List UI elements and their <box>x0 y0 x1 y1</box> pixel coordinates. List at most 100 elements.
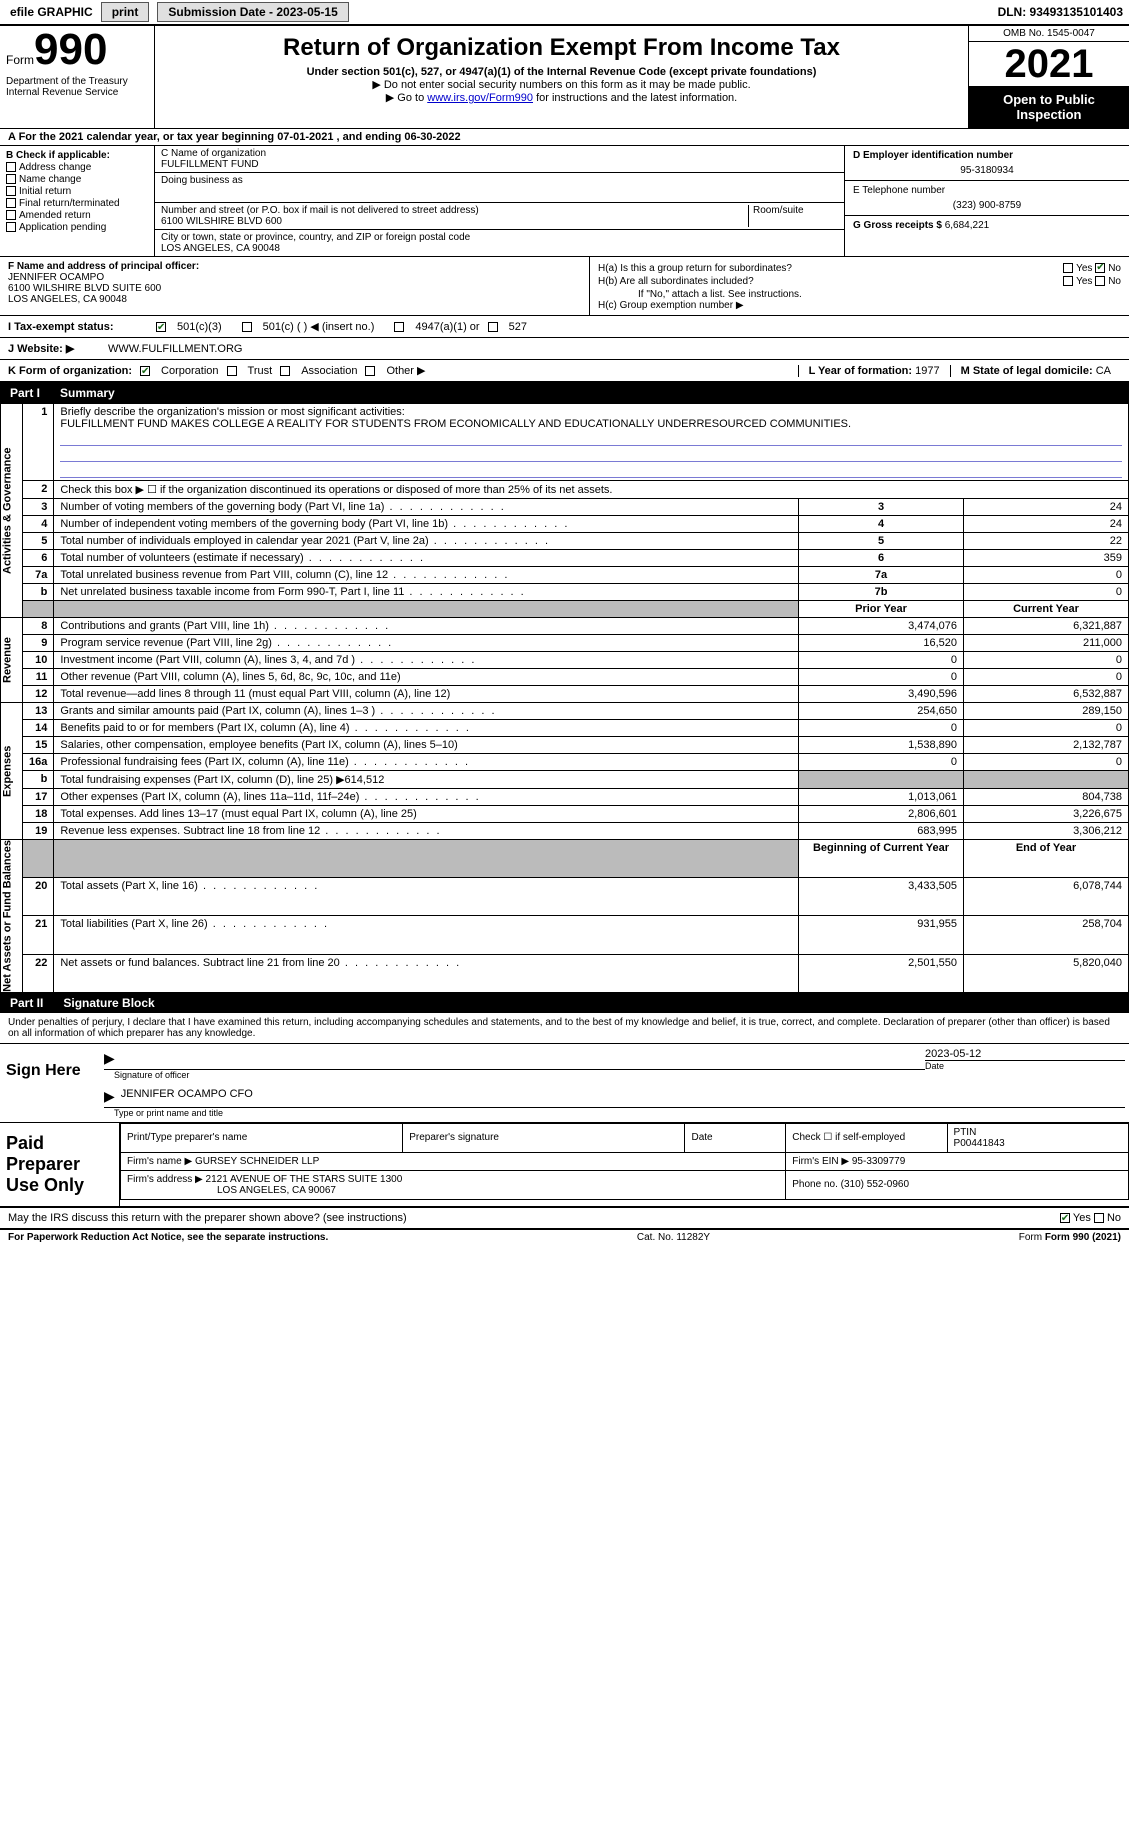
chk-501c[interactable] <box>242 322 252 332</box>
dept-label: Department of the Treasury Internal Reve… <box>6 76 148 98</box>
prep-name-label: Print/Type preparer's name <box>121 1123 403 1152</box>
firm-addr2: LOS ANGELES, CA 90067 <box>127 1185 336 1196</box>
form-subtitle-3: ▶ Go to www.irs.gov/Form990 for instruct… <box>165 91 958 104</box>
officer-name: JENNIFER OCAMPO <box>8 272 581 283</box>
side-expenses: Expenses <box>1 703 23 840</box>
sign-here-label: Sign Here <box>0 1044 90 1122</box>
hdr-boc: Beginning of Current Year <box>799 840 964 878</box>
officer-label: F Name and address of principal officer: <box>8 261 581 272</box>
chk-address-change[interactable]: Address change <box>6 162 148 173</box>
l-value: 1977 <box>915 365 939 377</box>
efile-label: efile GRAPHIC <box>6 5 97 19</box>
chk-527[interactable] <box>488 322 498 332</box>
form-number-box: Form990 Department of the Treasury Inter… <box>0 26 155 128</box>
hb-label: H(b) Are all subordinates included? <box>598 276 754 287</box>
gov-row: 3Number of voting members of the governi… <box>1 499 1129 516</box>
self-employed-check[interactable]: Check ☐ if self-employed <box>786 1123 947 1152</box>
chk-initial-return[interactable]: Initial return <box>6 186 148 197</box>
rev-row: 10Investment income (Part VIII, column (… <box>1 652 1129 669</box>
col-d-ids: D Employer identification number 95-3180… <box>844 146 1129 256</box>
city-state-zip: LOS ANGELES, CA 90048 <box>161 243 838 254</box>
officer-addr2: LOS ANGELES, CA 90048 <box>8 294 581 305</box>
section-klm: K Form of organization: Corporation Trus… <box>0 360 1129 383</box>
prep-sig-label: Preparer's signature <box>403 1123 685 1152</box>
part2-title: Signature Block <box>63 996 154 1010</box>
hdr-eoy: End of Year <box>964 840 1129 878</box>
part2-header: Part II Signature Block <box>0 993 1129 1013</box>
part2-tag: Part II <box>10 996 43 1010</box>
m-label: M State of legal domicile: <box>961 365 1093 377</box>
year-box: OMB No. 1545-0047 2021 Open to Public In… <box>969 26 1129 128</box>
chk-other[interactable] <box>365 366 375 376</box>
ptin-value: P00441843 <box>954 1138 1005 1149</box>
chk-name-change[interactable]: Name change <box>6 174 148 185</box>
na-row: 20Total assets (Part X, line 16)3,433,50… <box>1 878 1129 916</box>
declaration-text: Under penalties of perjury, I declare th… <box>0 1013 1129 1043</box>
date-label: Date <box>925 1061 1125 1071</box>
chk-application-pending[interactable]: Application pending <box>6 222 148 233</box>
ha-answer: Yes No <box>1063 263 1121 274</box>
sig-officer-label: Signature of officer <box>94 1070 925 1080</box>
arrow-icon: ▶ <box>104 1088 115 1105</box>
tax-year: 2021 <box>969 42 1129 86</box>
ein-label: D Employer identification number <box>853 150 1121 161</box>
chk-trust[interactable] <box>227 366 237 376</box>
exp-row: 17Other expenses (Part IX, column (A), l… <box>1 789 1129 806</box>
dba-label: Doing business as <box>161 175 838 186</box>
page-footer: For Paperwork Reduction Act Notice, see … <box>0 1230 1129 1245</box>
side-netassets: Net Assets or Fund Balances <box>1 840 23 993</box>
form-title: Return of Organization Exempt From Incom… <box>165 34 958 62</box>
part1-title: Summary <box>60 386 115 400</box>
col-c-orginfo: C Name of organization FULFILLMENT FUND … <box>155 146 844 256</box>
submission-date-button[interactable]: Submission Date - 2023-05-15 <box>157 2 348 22</box>
gross-value: 6,684,221 <box>945 220 990 231</box>
print-button[interactable]: print <box>101 2 150 22</box>
section-fgh: F Name and address of principal officer:… <box>0 257 1129 316</box>
form-title-box: Return of Organization Exempt From Incom… <box>155 26 969 128</box>
discuss-text: May the IRS discuss this return with the… <box>8 1212 407 1224</box>
rev-row: 11Other revenue (Part VIII, column (A), … <box>1 669 1129 686</box>
cat-number: Cat. No. 11282Y <box>637 1232 710 1243</box>
firm-addr-label: Firm's address ▶ <box>127 1174 203 1185</box>
website-value: WWW.FULFILLMENT.ORG <box>108 343 242 355</box>
chk-4947[interactable] <box>394 322 404 332</box>
paid-prep-label: Paid Preparer Use Only <box>0 1123 120 1206</box>
phone-value: (310) 552-0960 <box>841 1179 909 1190</box>
rev-row: 9Program service revenue (Part VIII, lin… <box>1 635 1129 652</box>
firm-ein-label: Firm's EIN ▶ <box>792 1156 849 1167</box>
chk-501c3[interactable] <box>156 322 166 332</box>
exp-row: 15Salaries, other compensation, employee… <box>1 737 1129 754</box>
chk-corp[interactable] <box>140 366 150 376</box>
chk-final-return[interactable]: Final return/terminated <box>6 198 148 209</box>
form-subtitle-2: ▶ Do not enter social security numbers o… <box>165 78 958 91</box>
side-activities: Activities & Governance <box>1 404 23 618</box>
footer-form: Form 990 (2021) <box>1045 1232 1121 1243</box>
na-row: 21Total liabilities (Part X, line 26)931… <box>1 916 1129 954</box>
col-b-header: B Check if applicable: <box>6 150 148 161</box>
gov-row: 4Number of independent voting members of… <box>1 516 1129 533</box>
k-label: K Form of organization: <box>8 365 132 377</box>
irs-link[interactable]: www.irs.gov/Form990 <box>427 92 533 104</box>
type-print-label: Type or print name and title <box>94 1108 1125 1118</box>
summary-table: Activities & Governance 1 Briefly descri… <box>0 403 1129 993</box>
discuss-no[interactable] <box>1094 1213 1104 1223</box>
hdr-curr: Current Year <box>964 601 1129 618</box>
chk-amended-return[interactable]: Amended return <box>6 210 148 221</box>
gov-row: 7aTotal unrelated business revenue from … <box>1 567 1129 584</box>
omb-number: OMB No. 1545-0047 <box>969 26 1129 42</box>
exp-row: bTotal fundraising expenses (Part IX, co… <box>1 771 1129 789</box>
discuss-yes[interactable] <box>1060 1213 1070 1223</box>
dln-label: DLN: 93493135101403 <box>998 5 1123 19</box>
addr-label: Number and street (or P.O. box if mail i… <box>161 205 748 216</box>
line-a-period: A For the 2021 calendar year, or tax yea… <box>0 129 1129 146</box>
info-grid-bcd: B Check if applicable: Address change Na… <box>0 146 1129 257</box>
chk-assoc[interactable] <box>280 366 290 376</box>
officer-addr1: 6100 WILSHIRE BLVD SUITE 600 <box>8 283 581 294</box>
part1-tag: Part I <box>10 386 40 400</box>
ein-value: 95-3180934 <box>853 161 1121 176</box>
form-word: Form <box>6 53 34 67</box>
form-subtitle-1: Under section 501(c), 527, or 4947(a)(1)… <box>165 66 958 78</box>
prep-date-label: Date <box>685 1123 786 1152</box>
exp-row: 18Total expenses. Add lines 13–17 (must … <box>1 806 1129 823</box>
section-f: F Name and address of principal officer:… <box>0 257 590 315</box>
